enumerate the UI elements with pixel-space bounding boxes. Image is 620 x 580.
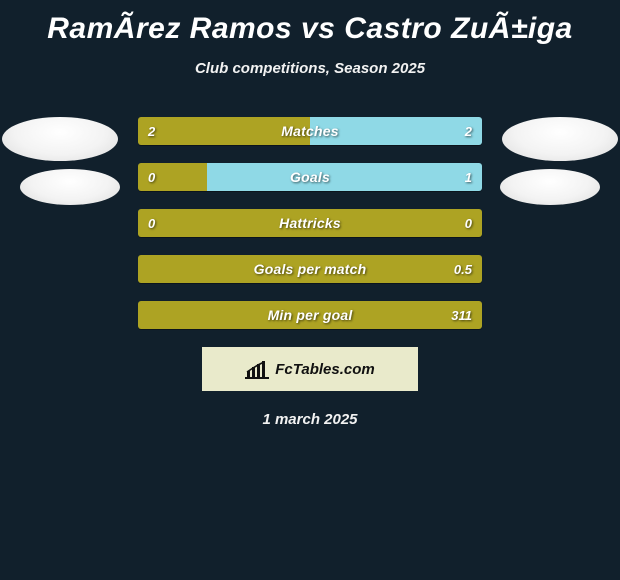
stat-label: Goals per match (138, 255, 482, 283)
brand-text: FcTables.com (275, 361, 374, 378)
page-title: RamÃ­rez Ramos vs Castro ZuÃ±iga (0, 0, 620, 46)
brand-chart-icon (245, 359, 269, 379)
avatar-left-secondary (20, 169, 120, 205)
stat-label: Hattricks (138, 209, 482, 237)
stat-label: Matches (138, 117, 482, 145)
comparison-zone: 22Matches 01Goals 00Hattricks 0.5Goals per … (0, 117, 620, 329)
avatar-left-primary (2, 117, 118, 161)
avatar-right-primary (502, 117, 618, 161)
stat-row: 22Matches (138, 117, 482, 145)
stat-row: 01Goals (138, 163, 482, 191)
brand-box: FcTables.com (202, 347, 418, 391)
stat-bars-container: 22Matches 01Goals 00Hattricks 0.5Goals per … (138, 117, 482, 329)
stat-label: Goals (138, 163, 482, 191)
stat-row: 311Min per goal (138, 301, 482, 329)
avatar-right-secondary (500, 169, 600, 205)
stat-label: Min per goal (138, 301, 482, 329)
page-subtitle: Club competitions, Season 2025 (0, 60, 620, 77)
stat-row: 0.5Goals per match (138, 255, 482, 283)
footer-date: 1 march 2025 (0, 411, 620, 428)
stat-row: 00Hattricks (138, 209, 482, 237)
